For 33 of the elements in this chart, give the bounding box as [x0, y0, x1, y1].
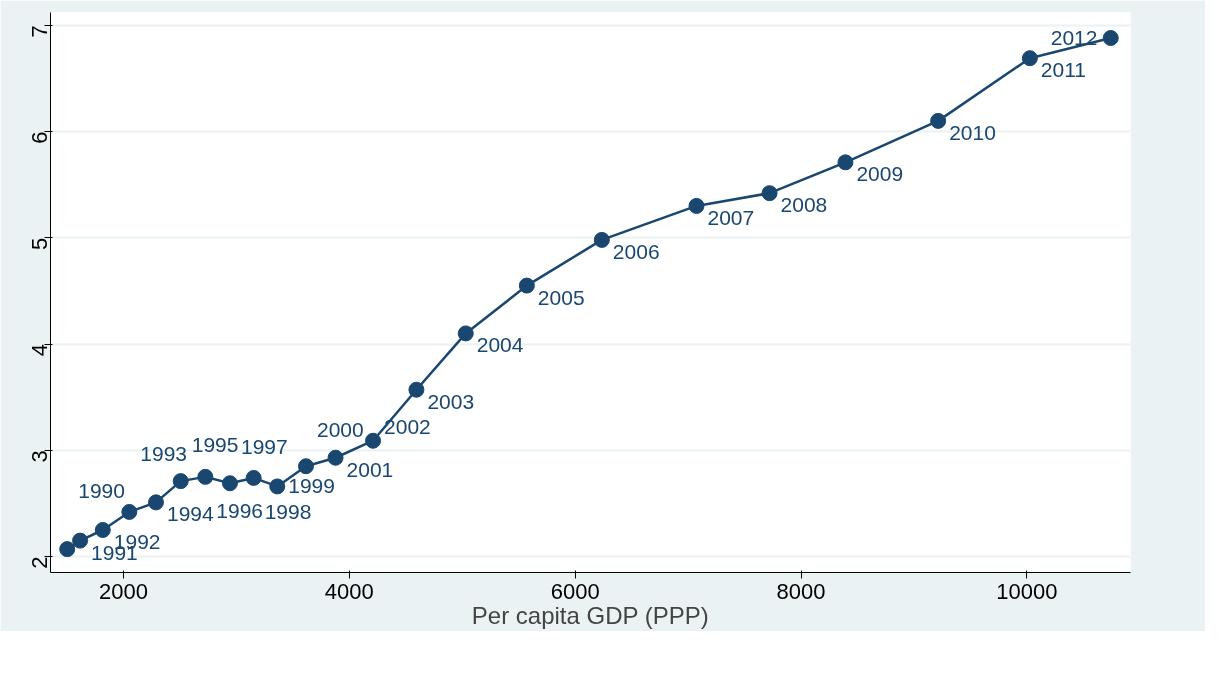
- annotation: 1994: [166, 502, 215, 526]
- annotation: 2012: [1050, 26, 1098, 49]
- annotation: 1996: [216, 498, 264, 522]
- annotation: 1999: [288, 474, 335, 498]
- annotation: 2011: [1040, 58, 1087, 82]
- y-tick-label: 5: [27, 237, 52, 251]
- y-tick-label: 6: [27, 131, 52, 144]
- annotation: 2003: [427, 389, 475, 413]
- x-tick-label: 2000: [98, 578, 148, 604]
- y-tick-label: 3: [27, 450, 52, 463]
- y-tick-label: 2: [27, 556, 52, 569]
- annotation: 1990: [78, 479, 125, 503]
- x-tick-label: 6000: [550, 578, 600, 604]
- annotation: 2007: [707, 205, 755, 229]
- annotation: 1997: [240, 435, 288, 459]
- x-tick-label: 8000: [776, 578, 826, 604]
- y-tick-label: 4: [27, 344, 52, 357]
- annotation: 2006: [612, 239, 660, 263]
- annotation: 1995: [191, 433, 239, 457]
- annotation: 2009: [856, 162, 904, 186]
- x-tick-label: 10000: [996, 578, 1058, 604]
- annotation: 1993: [140, 441, 188, 465]
- annotation: 2000: [316, 418, 364, 442]
- y-tick-label: 7: [27, 25, 52, 38]
- annotation: 2008: [780, 193, 828, 217]
- annotation: 2002: [384, 414, 431, 438]
- annotation: 1998: [264, 499, 312, 523]
- annotation: 2010: [949, 120, 996, 144]
- annotation: 2001: [346, 457, 394, 481]
- annotation: 2005: [537, 285, 585, 309]
- x-axis-title: Per capita GDP (PPP): [471, 601, 709, 629]
- x-tick-label: 4000: [324, 578, 374, 604]
- annotation: 2004: [476, 333, 524, 357]
